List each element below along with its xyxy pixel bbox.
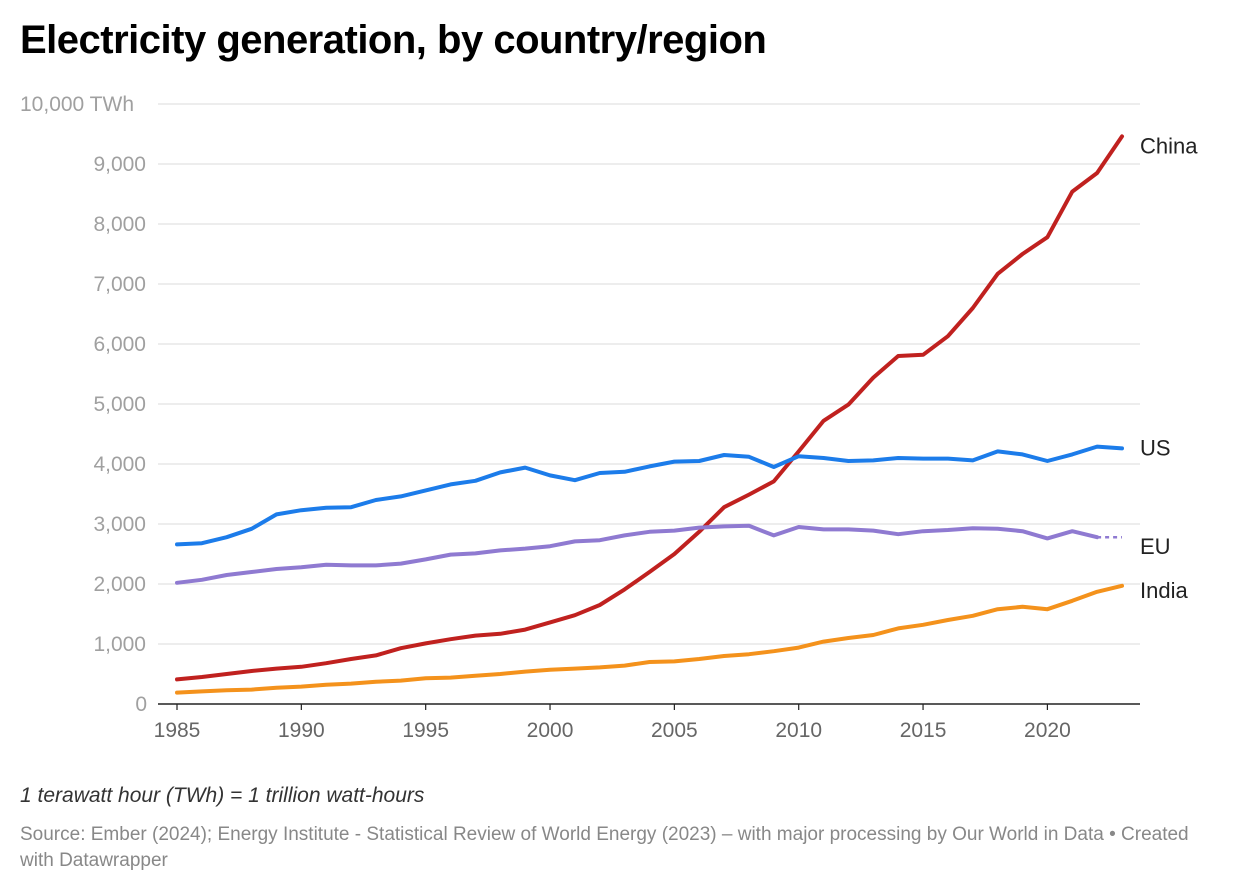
unit-note: 1 terawatt hour (TWh) = 1 trillion watt-… — [20, 784, 425, 807]
y-tick-label: 2,000 — [93, 573, 146, 596]
y-tick-label: 0 — [135, 693, 147, 716]
x-tick-label: 2015 — [900, 719, 947, 742]
chart-title: Electricity generation, by country/regio… — [20, 18, 767, 62]
series-line-eu — [175, 523, 1100, 585]
axes: 0 1,000 2,000 3,000 4,000 5,000 6,000 7,000 8,00… — [20, 93, 1140, 742]
x-tick-label: 2005 — [651, 719, 698, 742]
gridlines — [158, 103, 1140, 645]
y-tick-label: 4,000 — [93, 453, 146, 476]
x-tick-label: 2020 — [1024, 719, 1071, 742]
y-tick-label: 5,000 — [93, 393, 146, 416]
series-lines — [175, 134, 1124, 695]
y-tick-label: 6,000 — [93, 333, 146, 356]
y-tick-label: 8,000 — [93, 213, 146, 236]
x-tick-label: 1995 — [402, 719, 449, 742]
series-label-china: China — [1140, 133, 1198, 158]
y-tick-label: 9,000 — [93, 153, 146, 176]
series-label-us: US — [1140, 435, 1171, 460]
y-tick-label: 1,000 — [93, 633, 146, 656]
x-tick-label: 2000 — [527, 719, 574, 742]
y-tick-label: 3,000 — [93, 513, 146, 536]
x-tick-label: 1985 — [154, 719, 201, 742]
x-tick-label: 1990 — [278, 719, 325, 742]
series-label-india: India — [1140, 578, 1188, 603]
source-credit: Source: Ember (2024); Energy Institute -… — [20, 824, 1189, 871]
y-tick-label: 10,000 TWh — [20, 93, 134, 116]
series-label-eu: EU — [1140, 534, 1171, 559]
x-tick-label: 2010 — [775, 719, 822, 742]
series-labels: China US EU India — [1140, 133, 1198, 602]
y-tick-label: 7,000 — [93, 273, 146, 296]
series-line-india — [175, 583, 1124, 695]
series-line-us — [175, 444, 1124, 547]
series-line-china — [175, 134, 1124, 682]
